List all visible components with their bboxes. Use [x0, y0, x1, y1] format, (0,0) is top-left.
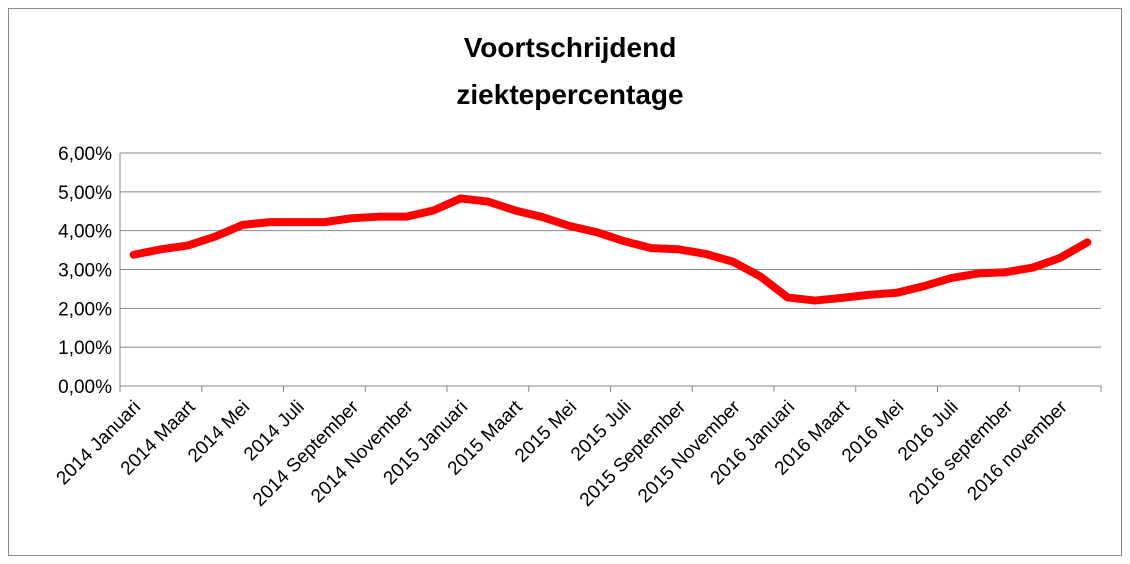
chart-title: Voortschrijdend [464, 32, 677, 63]
y-tick-label: 5,00% [58, 183, 112, 204]
chart-title: ziektepercentage [456, 79, 683, 110]
y-tick-label: 0,00% [58, 377, 112, 398]
y-tick-label: 1,00% [58, 338, 112, 359]
y-tick-label: 6,00% [58, 144, 112, 165]
line-series [129, 194, 1092, 305]
y-tick-label: 2,00% [58, 299, 112, 320]
y-tick-label: 4,00% [58, 222, 112, 243]
y-tick-label: 3,00% [58, 261, 112, 282]
